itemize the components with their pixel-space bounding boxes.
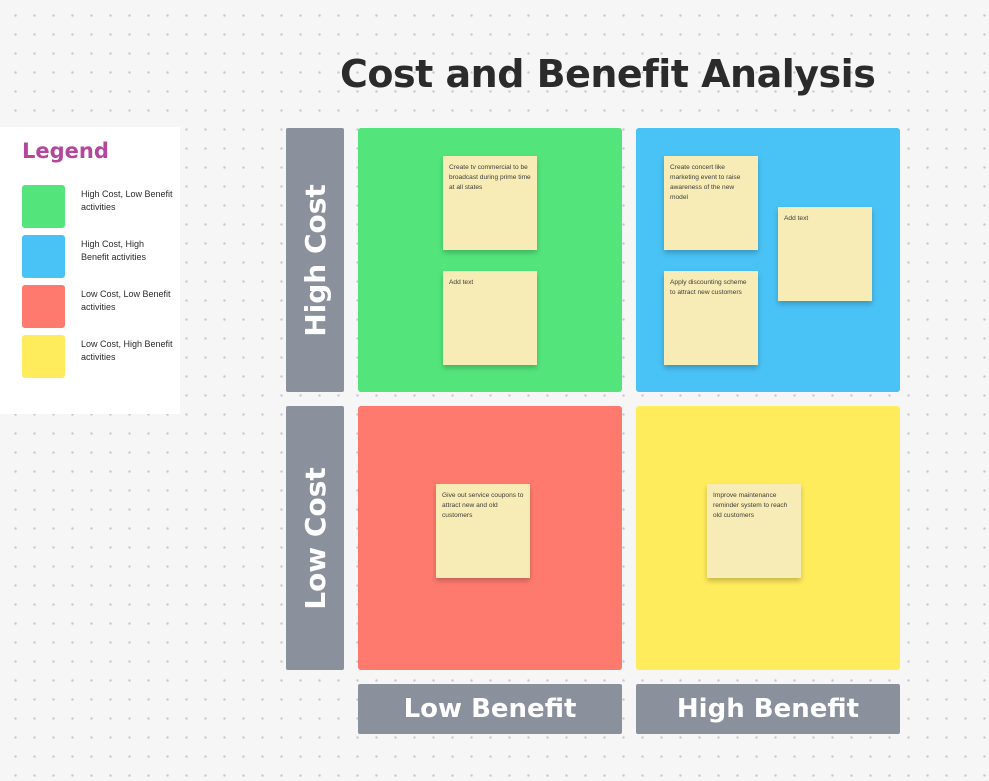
axis-label-high-benefit-text: High Benefit xyxy=(676,694,860,724)
page-title: Cost and Benefit Analysis xyxy=(340,52,876,96)
axis-label-low-benefit-text: Low Benefit xyxy=(403,694,577,724)
sticky-note[interactable]: Add text xyxy=(443,271,537,365)
sticky-note[interactable]: Create concert like marketing event to r… xyxy=(664,156,758,250)
sticky-note[interactable]: Apply discounting scheme to attract new … xyxy=(664,271,758,365)
sticky-note[interactable]: Give out service coupons to attract new … xyxy=(436,484,530,578)
quadrant-high-cost-high-benefit[interactable]: Create concert like marketing event to r… xyxy=(636,128,900,392)
quadrant-high-cost-low-benefit[interactable]: Create tv commercial to be broadcast dur… xyxy=(358,128,622,392)
legend-item-high-cost-high-benefit: High Cost, High Benefit activities xyxy=(22,235,172,279)
legend-item-low-cost-high-benefit: Low Cost, High Benefit activities xyxy=(22,335,173,379)
legend-swatch-red xyxy=(22,285,65,328)
quadrant-low-cost-high-benefit[interactable]: Improve maintenance reminder system to r… xyxy=(636,406,900,670)
axis-label-high-benefit[interactable]: High Benefit xyxy=(636,684,900,734)
legend-item-low-cost-low-benefit: Low Cost, Low Benefit activities xyxy=(22,285,172,329)
legend-label: High Cost, Low Benefit activities xyxy=(81,189,173,212)
quadrant-low-cost-low-benefit[interactable]: Give out service coupons to attract new … xyxy=(358,406,622,670)
legend-label: Low Cost, Low Benefit activities xyxy=(81,289,171,312)
legend-swatch-green xyxy=(22,185,65,228)
axis-label-high-cost[interactable]: High Cost xyxy=(286,128,344,392)
axis-label-low-cost-text: Low Cost xyxy=(298,466,332,610)
legend-item-high-cost-low-benefit: High Cost, Low Benefit activities xyxy=(22,185,173,229)
legend-label: High Cost, High Benefit activities xyxy=(81,239,147,262)
sticky-note[interactable]: Add text xyxy=(778,207,872,301)
axis-label-low-cost[interactable]: Low Cost xyxy=(286,406,344,670)
axis-label-low-benefit[interactable]: Low Benefit xyxy=(358,684,622,734)
sticky-note[interactable]: Create tv commercial to be broadcast dur… xyxy=(443,156,537,250)
sticky-note[interactable]: Improve maintenance reminder system to r… xyxy=(707,484,801,578)
axis-label-high-cost-text: High Cost xyxy=(298,183,332,337)
legend-title: Legend xyxy=(22,139,109,163)
legend-swatch-yellow xyxy=(22,335,65,378)
legend-swatch-blue xyxy=(22,235,65,278)
legend-panel[interactable]: Legend High Cost, Low Benefit activities… xyxy=(0,127,180,414)
legend-label: Low Cost, High Benefit activities xyxy=(81,339,173,362)
